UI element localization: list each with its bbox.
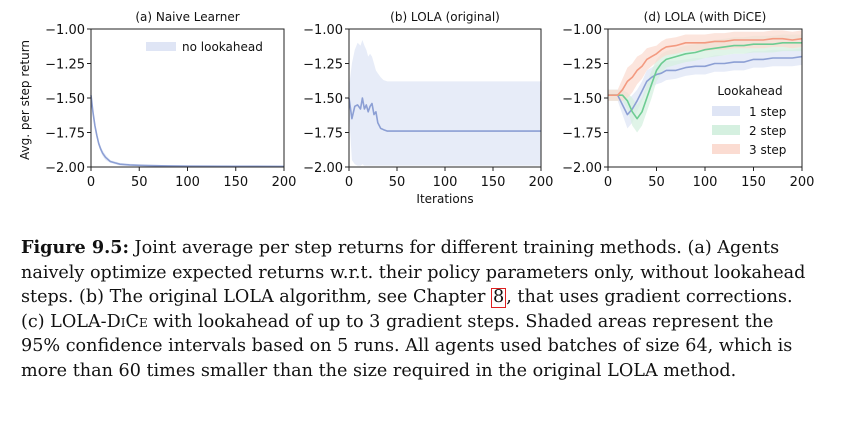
panel-2-y-tick-label-1: −1.25 <box>303 58 343 73</box>
panel-3-x-tick-label-0: 0 <box>604 175 612 190</box>
panel-1-x-tick-label-2: 100 <box>175 175 200 190</box>
panel-3-legend-label-3: 3 step <box>749 143 786 157</box>
caption-smallcaps-i: i <box>120 311 126 332</box>
caption-line-6: more than 60 times smaller than the size… <box>21 360 737 381</box>
caption-label: Figure 9.5: <box>21 237 129 258</box>
panel-2-x-tick-label-0: 0 <box>345 175 353 190</box>
caption-line-4-end: with lookahead of up to 3 gradient steps… <box>147 311 774 332</box>
panel-3-series-2-line <box>608 41 802 120</box>
figure-plots: 0 50 100 150 200 −1.00 −1.25 −1.50 −1.75 −2.00 (a)… <box>18 10 815 206</box>
panel-3-y-tick-label-4: −2.00 <box>562 161 602 176</box>
panel-1-y-tick-label-4: −2.00 <box>45 161 85 176</box>
panel-1-x-tick-label-0: 0 <box>87 175 95 190</box>
panel-1-y-axis-label: Avg. per step return <box>18 40 32 160</box>
panel-3-legend-label-1: 1 step <box>749 105 786 119</box>
panel-2-series-1-confidence-band <box>349 40 541 166</box>
panel-3-x-tick-label-2: 100 <box>693 175 718 190</box>
panel-3-y-tick-label-3: −1.75 <box>562 127 602 142</box>
panel-3-series-1-line <box>608 55 803 116</box>
panel-1-x-tick-label-4: 200 <box>272 175 297 190</box>
panel-1-title: (a) Naive Learner <box>135 10 239 24</box>
panel-1-series-1-line <box>90 95 285 168</box>
panel-1-x-tick-label-3: 150 <box>223 175 248 190</box>
caption-line-1: Joint average per step returns for diffe… <box>128 238 780 258</box>
caption-line-4-start: (c) LOLA-D <box>21 311 121 332</box>
panel-2-title: (b) LOLA (original) <box>390 10 500 24</box>
caption-line-4-c: C <box>125 311 139 332</box>
panel-1-x-tick-label-1: 50 <box>131 175 148 190</box>
panel-2-x-tick-label-2: 100 <box>433 175 458 190</box>
panel-3-legend-swatch-3 <box>712 144 740 154</box>
panel-2-y-tick-label-2: −1.50 <box>303 92 343 107</box>
panel-1-legend-swatch-1 <box>146 42 176 51</box>
panel-3-y-tick-label-0: −1.00 <box>562 23 602 38</box>
panel-1-y-tick-label-3: −1.75 <box>45 127 85 142</box>
chapter-reference-link[interactable]: 8 <box>491 287 507 308</box>
panel-3-legend-label-2: 2 step <box>749 124 786 138</box>
panel-3-x-tick-label-1: 50 <box>648 175 665 190</box>
caption-smallcaps-e: e <box>138 311 148 332</box>
panel-3-title: (d) LOLA (with DiCE) <box>644 10 767 24</box>
panel-1-legend-label-1: no lookahead <box>182 40 263 54</box>
panel-3-y-tick-label-2: −1.50 <box>562 92 602 107</box>
figure-caption: Figure 9.5: Joint average per step retur… <box>21 236 846 383</box>
panel-2-x-tick-label-1: 50 <box>389 175 406 190</box>
panel-2-x-axis-label: Iterations <box>416 192 473 206</box>
caption-line-2: naively optimize expected returns w.r.t.… <box>21 262 806 283</box>
panel-1-y-tick-label-1: −1.25 <box>45 58 85 73</box>
panel-2-y-tick-label-3: −1.75 <box>303 127 343 142</box>
caption-line-3-end: , that uses gradient corrections. <box>506 287 793 307</box>
panel-3-x-tick-label-3: 150 <box>741 175 766 190</box>
panel-2-y-tick-label-0: −1.00 <box>303 23 343 38</box>
panel-2-series-1-line <box>348 97 541 132</box>
panel-2-y-tick-label-4: −2.00 <box>303 161 343 176</box>
panel-3-legend-swatch-1 <box>712 106 740 116</box>
panel-3-x-tick-label-4: 200 <box>790 175 815 190</box>
panel-3-legend-swatch-2 <box>712 125 740 135</box>
panel-3-legend-title: Lookahead <box>717 84 782 98</box>
caption-line-5: 95% confidence intervals based on 5 runs… <box>21 336 793 356</box>
panel-3-y-tick-label-1: −1.25 <box>562 58 602 73</box>
caption-line-3-start: steps. (b) The original LOLA algorithm, … <box>21 287 492 307</box>
panel-1-series-1-confidence-band <box>91 92 284 167</box>
panel-2-x-tick-label-3: 150 <box>481 175 506 190</box>
panel-2-x-tick-label-4: 200 <box>529 175 554 190</box>
panel-1-y-tick-label-2: −1.50 <box>45 92 85 107</box>
panel-3-series-3-confidence-band <box>608 30 802 101</box>
panel-1-y-tick-label-0: −1.00 <box>45 23 85 38</box>
panel-3-series-3-line <box>608 37 803 96</box>
